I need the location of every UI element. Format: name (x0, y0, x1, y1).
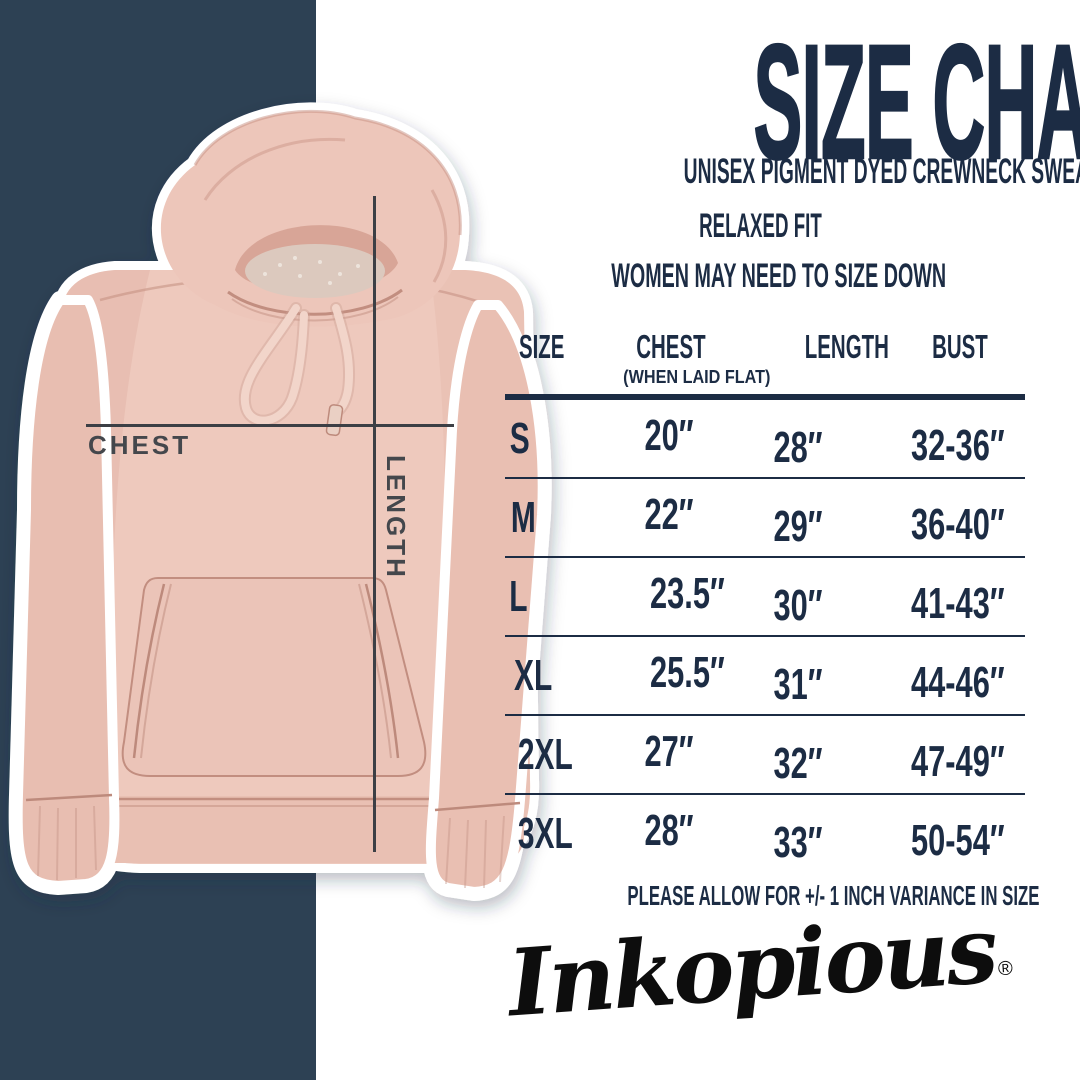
table-row: M 22″ 29″ 36-40″ (505, 477, 1025, 556)
col-header-length: LENGTH (804, 328, 889, 365)
sleeves-group (12, 295, 548, 897)
variance-note: PLEASE ALLOW FOR +/- 1 INCH VARIANCE IN … (627, 880, 1040, 911)
product-subtitle: UNISEX PIGMENT DYED CREWNECK SWEATSHIRT (683, 152, 1080, 191)
table-row: S 20″ 28″ 32-36″ (509, 410, 1005, 472)
registered-trademark-icon: ® (997, 957, 1014, 981)
chest-subnote: (WHEN LAID FLAT) (623, 367, 771, 387)
col-header-size: SIZE (518, 328, 565, 365)
chest-measure-line (86, 424, 454, 427)
col-header-chest: CHEST (WHEN LAID FLAT) (615, 322, 779, 386)
col-header-bust: BUST (931, 328, 988, 365)
table-row: L 23.5″ 30″ 41-43″ (505, 556, 1025, 635)
fleece-speckle (263, 256, 360, 285)
table-row: XL 25.5″ 31″ 44-46″ (505, 635, 1025, 714)
size-table-header: SIZE CHEST (WHEN LAID FLAT) LENGTH BUST (505, 322, 1025, 386)
hood-group (160, 110, 462, 437)
header-rule (505, 394, 1025, 400)
chest-measure-label: CHEST (88, 430, 192, 460)
length-measure-label: LENGTH (381, 455, 411, 580)
fit-note: RELAXED FIT (698, 207, 822, 245)
size-table: SIZE CHEST (WHEN LAID FLAT) LENGTH BUST … (505, 322, 1025, 872)
table-row: 2XL 27″ 32″ 47-49″ (505, 714, 1025, 793)
page-title: SIZE CHART (753, 10, 1080, 193)
kangaroo-pocket (121, 577, 427, 777)
table-row: 3XL 28″ 33″ 50-54″ (505, 793, 1025, 872)
length-measure-line (373, 196, 376, 852)
drawstrings (238, 302, 356, 437)
sizing-note: WOMEN MAY NEED TO SIZE DOWN (611, 257, 947, 295)
